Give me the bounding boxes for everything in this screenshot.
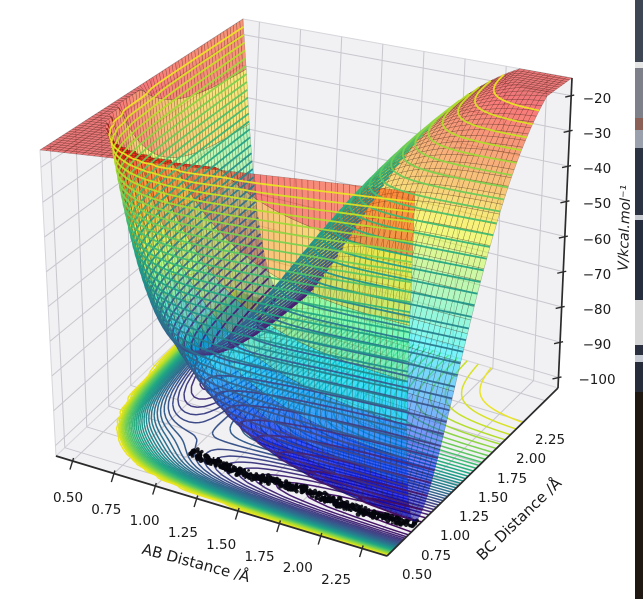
window-sliver-segment — [635, 62, 643, 68]
window-sliver-segment — [635, 68, 643, 118]
window-sliver-segment — [635, 130, 643, 148]
window-sliver-segment — [635, 220, 643, 300]
window-sliver-segment — [635, 355, 643, 362]
background-window-sliver[interactable] — [635, 0, 643, 599]
window-sliver-segment — [635, 118, 643, 130]
window-sliver-segment — [635, 392, 643, 599]
window-sliver-segment — [635, 345, 643, 355]
window-sliver-segment — [635, 215, 643, 220]
window-sliver-segment — [635, 0, 643, 62]
window-sliver-segment — [635, 148, 643, 215]
window-sliver-segment — [635, 300, 643, 345]
window-sliver-segment — [635, 362, 643, 392]
